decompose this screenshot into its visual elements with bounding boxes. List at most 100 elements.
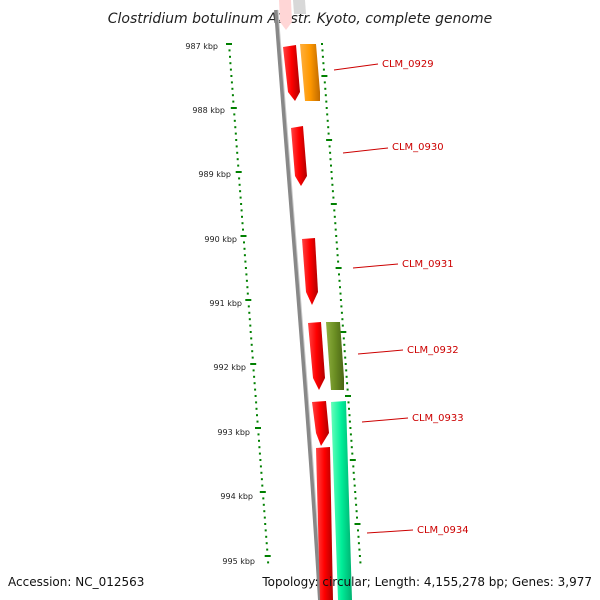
minor-tick [340,311,343,314]
minor-tick [358,555,361,557]
minor-tick [232,100,235,103]
minor-tick [249,324,252,327]
minor-tick [349,433,352,436]
accession-text: Accession: NC_012563 [8,575,144,589]
minor-tick [243,254,246,257]
minor-tick [353,478,356,481]
major-tick [240,235,247,237]
minor-tick [357,535,360,538]
major-tick [321,75,328,77]
kbp-tick-label: 987 kbp [185,42,218,51]
minor-tick [253,382,256,385]
gene-arrow-orange [300,44,320,101]
minor-tick [346,388,349,391]
minor-tick [256,414,258,417]
minor-tick [231,94,234,97]
minor-tick [258,446,261,449]
minor-tick [266,548,269,551]
minor-tick [352,471,355,474]
minor-tick [342,337,345,340]
gene-label-leader [352,263,399,269]
minor-tick [352,465,355,468]
minor-tick [261,484,264,487]
gene-label: CLM_0934 [417,525,469,536]
minor-tick [354,491,357,493]
minor-tick [256,420,259,423]
gene-label-leader [366,529,414,534]
minor-tick [234,126,237,129]
minor-tick [322,62,325,65]
minor-tick [329,151,332,154]
minor-tick [322,68,325,71]
minor-tick [233,119,236,122]
kbp-tick-label: 989 kbp [198,170,231,179]
major-tick [335,267,342,269]
minor-tick [341,318,344,321]
minor-tick [323,81,326,84]
kbp-tick-labels: 987 kbp 988 kbp 989 kbp 990 kbp 991 kbp … [185,42,255,566]
minor-tick [340,305,343,308]
kbp-tick-label: 988 kbp [192,106,225,115]
gene-label: CLM_0931 [402,259,454,270]
minor-tick [233,113,236,116]
minor-tick [333,215,336,218]
minor-tick [249,331,252,333]
minor-tick [321,55,324,58]
gene-arrow-olive [326,322,344,390]
minor-tick [264,523,267,525]
gene-arrow-top-partial [279,0,292,30]
minor-tick [327,132,330,135]
minor-tick [338,273,340,276]
minor-tick [243,247,246,250]
minor-tick [244,260,247,263]
minor-tick [259,465,262,468]
major-tick [245,299,252,301]
minor-tick [335,241,338,244]
outer-tick-track [321,43,362,564]
minor-tick [357,542,360,545]
minor-tick [241,222,244,225]
minor-tick [237,164,240,167]
minor-tick [246,286,249,289]
minor-tick [263,510,266,513]
minor-tick [229,62,232,65]
gene-arrow-cds [316,447,333,600]
genome-summary-text: Topology: circular; Length: 4,155,278 bp… [261,575,592,589]
minor-tick [359,561,362,564]
gene-label: CLM_0933 [412,413,464,424]
minor-tick [355,503,358,506]
major-tick [230,107,237,109]
kbp-tick-label: 994 kbp [220,492,253,501]
gene-arrow-teal [331,401,352,600]
minor-tick [235,145,238,148]
major-tick [255,427,261,429]
minor-tick [339,299,342,301]
minor-tick [341,324,344,327]
minor-tick [351,452,354,455]
kbp-tick-label: 993 kbp [217,428,250,437]
minor-tick [333,209,336,212]
minor-tick [264,529,267,532]
gene-arrow-cds [291,126,307,186]
gene-arrow-cds [308,322,325,390]
minor-tick [258,452,261,455]
major-tick [345,395,351,397]
minor-tick [328,145,331,148]
minor-tick [245,279,248,282]
gene-label: CLM_0932 [407,345,459,356]
major-tick [330,203,337,205]
minor-tick [262,497,265,500]
gene-arrow-cds [283,45,300,101]
minor-tick [240,209,243,212]
minor-tick [334,222,337,225]
minor-tick [251,356,254,359]
major-tick [354,523,361,525]
minor-tick [343,350,346,353]
kbp-tick-label: 990 kbp [204,235,237,244]
minor-tick [253,375,256,378]
major-tick [235,171,242,173]
minor-tick [348,414,351,417]
minor-tick [244,267,247,269]
minor-tick [345,369,348,372]
minor-tick [259,459,262,461]
